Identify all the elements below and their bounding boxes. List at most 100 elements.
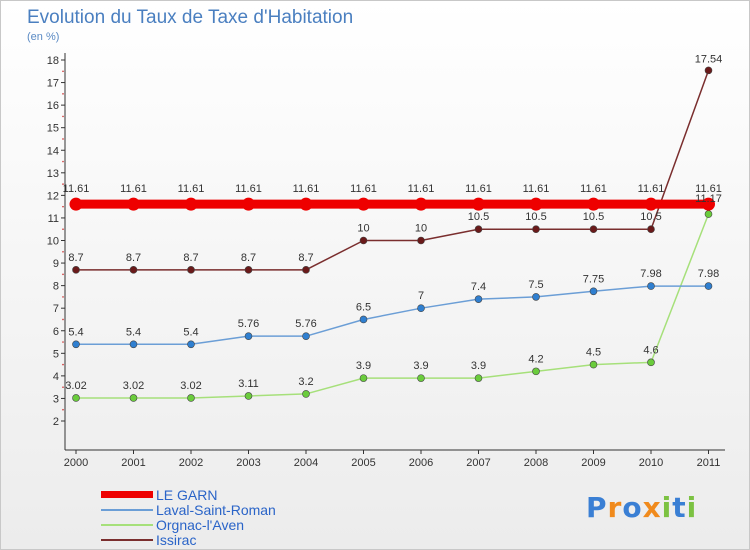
- data-point: [414, 197, 428, 211]
- data-point: [647, 225, 655, 234]
- data-label: 10: [357, 223, 369, 235]
- data-point: [129, 266, 138, 274]
- series-line-issirac: [76, 70, 710, 271]
- data-label: 11.61: [638, 183, 665, 195]
- data-point: [69, 197, 83, 211]
- data-point: [532, 367, 540, 376]
- legend-label: Laval-Saint-Roman: [156, 501, 276, 518]
- y-tick-label: 9: [53, 258, 59, 270]
- data-point: [532, 293, 540, 301]
- data-point: [474, 225, 483, 234]
- legend-item: Orgnac-l'Aven: [101, 517, 276, 533]
- y-tick-label: 2: [53, 416, 59, 428]
- legend-swatch: [101, 523, 153, 526]
- data-point: [72, 340, 80, 349]
- data-point: [589, 360, 598, 369]
- data-point: [647, 282, 655, 290]
- data-label: 7.75: [583, 273, 604, 285]
- y-minor-tick: [62, 341, 64, 343]
- y-minor-tick: [62, 408, 64, 411]
- data-label: 11.17: [695, 193, 722, 205]
- data-point: [187, 394, 195, 402]
- data-label: 11.61: [580, 183, 607, 195]
- data-label: 7.98: [698, 268, 719, 280]
- series-line-orgnac-l-aven: [76, 213, 710, 399]
- y-tick-label: 16: [47, 100, 59, 112]
- y-minor-tick: [62, 115, 64, 118]
- chart-legend: LE GARN Laval-Saint-Roman Orgnac-l'Aven Iss…: [101, 486, 276, 548]
- y-tick-label: 10: [47, 236, 59, 248]
- x-tick-label: 2002: [179, 457, 203, 469]
- chart-title: Evolution du Taux de Taxe d'Habitation: [27, 7, 354, 28]
- data-point: [359, 315, 368, 324]
- y-tick-label: 15: [47, 123, 59, 135]
- legend-item: Laval-Saint-Roman: [101, 501, 276, 518]
- x-tick-label: 2010: [639, 457, 663, 469]
- logo-letter: t: [672, 491, 687, 524]
- data-label: 8.7: [298, 252, 313, 264]
- data-point: [184, 197, 198, 211]
- legend-label: Issirac: [156, 531, 197, 548]
- data-point: [587, 197, 600, 211]
- y-minor-tick: [62, 93, 64, 95]
- data-point: [72, 266, 80, 274]
- data-point: [244, 332, 253, 340]
- data-label: 11.61: [465, 183, 492, 195]
- data-label: 4.5: [586, 347, 601, 359]
- logo-letter: i: [661, 491, 673, 524]
- y-minor-tick: [62, 205, 64, 208]
- data-point: [704, 210, 713, 218]
- data-point: [417, 374, 425, 382]
- data-point: [129, 340, 138, 349]
- y-minor-tick: [62, 363, 64, 366]
- data-label: 3.11: [238, 378, 259, 390]
- data-point: [474, 374, 483, 382]
- data-point: [529, 197, 543, 211]
- y-minor-tick: [62, 70, 64, 73]
- legend-swatch: [101, 491, 153, 498]
- data-point: [644, 197, 658, 211]
- y-tick-label: 12: [47, 190, 59, 202]
- y-tick-label: 4: [53, 371, 59, 383]
- data-label: 7.98: [640, 268, 661, 280]
- data-label: 5.76: [295, 318, 316, 330]
- data-point: [299, 197, 313, 211]
- legend-swatch: [101, 538, 153, 541]
- data-label: 17.54: [695, 53, 723, 65]
- data-point: [129, 394, 138, 402]
- data-label: 5.76: [238, 318, 259, 330]
- data-label: 3.02: [65, 380, 86, 392]
- data-point: [187, 340, 195, 349]
- data-label: 7: [418, 290, 424, 302]
- series-line-laval-saint-roman: [76, 285, 709, 346]
- data-label: 10.5: [468, 211, 489, 223]
- y-tick-label: 14: [47, 145, 59, 157]
- data-point: [702, 197, 715, 211]
- y-minor-tick: [62, 386, 64, 388]
- legend-item: LE GARN: [101, 486, 276, 503]
- data-label: 8.7: [126, 252, 141, 264]
- logo-letter: r: [607, 491, 623, 524]
- data-label: 3.9: [356, 360, 371, 372]
- data-label: 11.61: [293, 183, 320, 195]
- data-point: [244, 392, 253, 400]
- data-label: 3.2: [298, 376, 313, 388]
- legend-label: LE GARN: [156, 486, 218, 503]
- data-point: [242, 197, 255, 211]
- x-tick-label: 2000: [64, 457, 88, 469]
- y-tick-label: 7: [53, 303, 59, 315]
- x-tick-label: 2001: [121, 457, 145, 469]
- data-label: 11.61: [408, 183, 435, 195]
- y-minor-tick: [62, 138, 64, 140]
- data-label: 10.5: [583, 211, 604, 223]
- data-label: 8.7: [241, 252, 256, 264]
- logo-letter: i: [686, 491, 698, 524]
- data-label: 3.9: [413, 360, 428, 372]
- data-label: 6.5: [356, 301, 371, 313]
- data-label: 11.61: [63, 183, 90, 195]
- y-minor-tick: [62, 160, 64, 163]
- x-tick-label: 2006: [409, 457, 433, 469]
- data-label: 5.4: [183, 326, 198, 338]
- data-label: 11.61: [178, 183, 205, 195]
